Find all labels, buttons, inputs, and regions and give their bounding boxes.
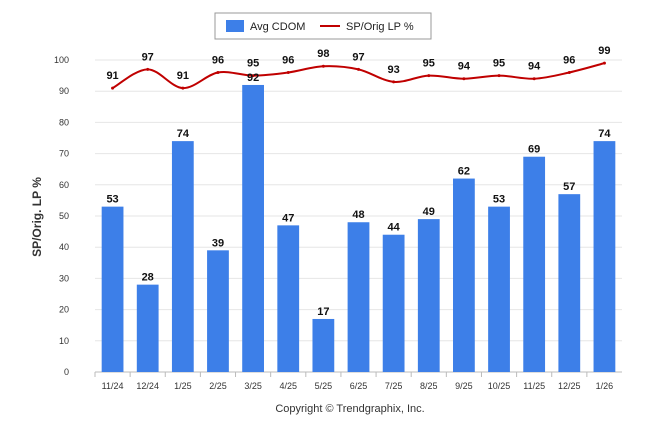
bar[interactable] — [593, 141, 616, 372]
bar[interactable] — [207, 250, 229, 372]
bar[interactable] — [523, 156, 546, 372]
y-tick-label: 50 — [59, 211, 69, 221]
line-point[interactable] — [532, 77, 536, 81]
bar-data-label: 69 — [528, 144, 540, 156]
x-tick-label: 6/25 — [350, 381, 368, 391]
x-tick-label: 1/25 — [174, 381, 192, 391]
bar-data-label: 39 — [212, 237, 224, 249]
line-point[interactable] — [251, 74, 255, 78]
y-tick-label: 40 — [59, 242, 69, 252]
line-point[interactable] — [286, 70, 290, 74]
x-tick-label: 3/25 — [244, 381, 262, 391]
bar-data-label: 57 — [563, 181, 575, 193]
line-data-label: 98 — [317, 48, 329, 60]
x-tick-label: 8/25 — [420, 381, 438, 391]
line-data-label: 99 — [598, 45, 610, 57]
x-tick-label: 10/25 — [488, 381, 511, 391]
bar-data-label: 62 — [458, 166, 470, 178]
line-point[interactable] — [497, 74, 501, 78]
line-point[interactable] — [357, 67, 360, 71]
bar-data-label: 49 — [423, 206, 435, 218]
line-point[interactable] — [321, 64, 325, 68]
bar[interactable] — [312, 318, 335, 372]
bar-series — [101, 84, 616, 373]
data-labels: 53 28 74 39 92 47 17 48 44 49 62 53 69 57 74 91 97 91 96 95… — [106, 45, 611, 318]
legend: Avg CDOM SP/Orig LP % — [214, 12, 432, 40]
line-data-label: 93 — [388, 64, 400, 76]
line-point[interactable] — [392, 80, 396, 84]
line-series — [111, 61, 606, 90]
line-data-label: 96 — [282, 54, 294, 66]
bar-data-label: 92 — [247, 72, 259, 84]
bar[interactable] — [417, 219, 440, 372]
bar-data-label: 44 — [388, 222, 401, 234]
bar-data-label: 74 — [598, 128, 611, 140]
line-data-label: 95 — [247, 58, 259, 70]
y-tick-label: 70 — [59, 149, 69, 159]
x-tick-label: 1/26 — [596, 381, 614, 391]
line-data-label: 95 — [423, 58, 435, 70]
bar[interactable] — [171, 141, 194, 372]
copyright: Copyright © Trendgraphix, Inc. — [275, 403, 424, 415]
line-data-label: 95 — [493, 58, 505, 70]
bar-data-label: 53 — [106, 194, 118, 206]
bar-data-label: 17 — [317, 306, 329, 318]
x-tick-label: 5/25 — [315, 381, 333, 391]
y-tick-label: 60 — [59, 180, 69, 190]
y-axis-label: SP/Orig. LP % — [30, 177, 44, 257]
y-tick-label: 20 — [59, 305, 69, 315]
line-point[interactable] — [216, 70, 220, 74]
y-tick-label: 0 — [64, 367, 69, 377]
x-tick-label: 7/25 — [385, 381, 403, 391]
x-tick-label: 9/25 — [455, 381, 473, 391]
x-tick-label: 12/25 — [558, 381, 581, 391]
bar-data-label: 48 — [352, 209, 364, 221]
bar[interactable] — [136, 284, 159, 372]
y-tick-label: 80 — [59, 117, 69, 127]
line-data-label: 91 — [177, 70, 189, 82]
line-data-label: 97 — [142, 51, 154, 63]
x-tick-label: 2/25 — [209, 381, 227, 391]
y-tick-label: 90 — [59, 86, 69, 96]
bar[interactable] — [558, 194, 581, 372]
line-data-label: 97 — [352, 51, 364, 63]
line-point[interactable] — [146, 67, 150, 71]
line-point[interactable] — [427, 74, 431, 78]
x-tick-label: 12/24 — [136, 381, 159, 391]
line-data-label: 91 — [106, 70, 118, 82]
x-tick-label: 4/25 — [279, 381, 297, 391]
line-data-label: 94 — [528, 61, 541, 73]
line-data-label: 96 — [212, 54, 224, 66]
bar-data-label: 53 — [493, 194, 505, 206]
bar[interactable] — [453, 178, 475, 372]
axes: 0 10 20 30 40 50 60 70 80 90 100 11/24 12/24 1/25 2/25… — [54, 55, 613, 391]
y-tick-label: 10 — [59, 336, 69, 346]
legend-swatch-avg-cdom[interactable] — [226, 20, 244, 32]
bar-data-label: 47 — [282, 212, 294, 224]
bar[interactable] — [242, 84, 264, 373]
bar[interactable] — [382, 234, 405, 372]
bar[interactable] — [101, 206, 124, 372]
line-point[interactable] — [462, 77, 466, 81]
legend-label-avg-cdom[interactable]: Avg CDOM — [250, 21, 305, 33]
bar[interactable] — [277, 225, 300, 372]
x-tick-label: 11/24 — [102, 381, 124, 391]
y-tick-label: 30 — [59, 273, 69, 283]
line-point[interactable] — [181, 86, 185, 90]
legend-label-sp-orig-lp[interactable]: SP/Orig LP % — [346, 21, 414, 33]
line-point[interactable] — [567, 70, 571, 74]
line-data-label: 96 — [563, 54, 575, 66]
bar[interactable] — [347, 222, 370, 372]
bar-data-label: 28 — [142, 272, 154, 284]
bar-data-label: 74 — [177, 128, 190, 140]
line-data-label: 94 — [458, 61, 471, 73]
bar[interactable] — [488, 206, 510, 372]
x-tick-label: 11/25 — [523, 381, 545, 391]
line-point[interactable] — [111, 86, 115, 90]
y-tick-label: 100 — [54, 55, 69, 65]
line-point[interactable] — [602, 61, 606, 65]
